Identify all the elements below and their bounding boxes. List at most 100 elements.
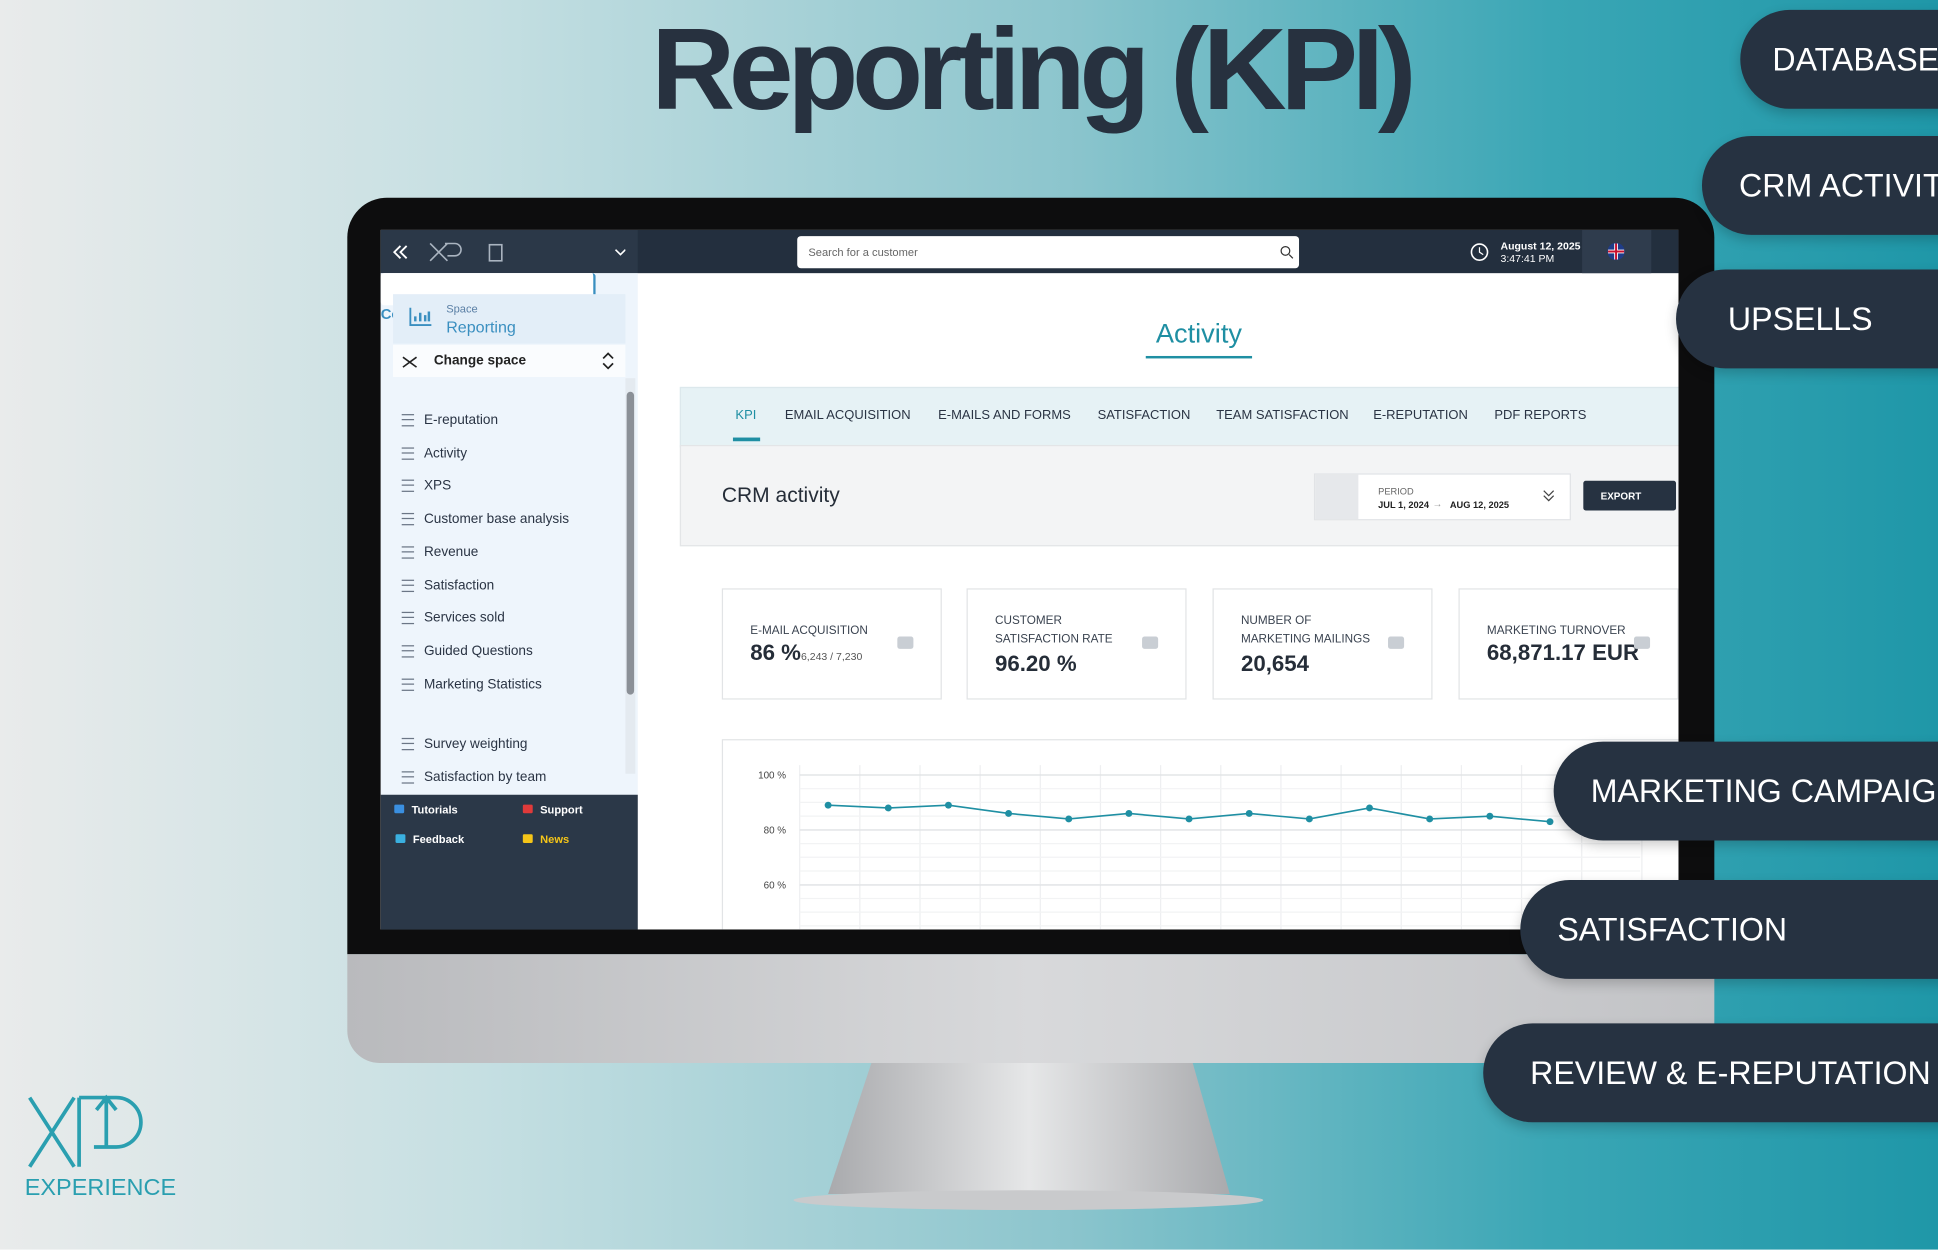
tab[interactable]: E-REPUTATION <box>1373 407 1468 423</box>
menu-item[interactable]: Services sold <box>423 610 505 626</box>
scrollbar-thumb[interactable] <box>626 391 635 695</box>
footer-icon <box>395 834 406 843</box>
kpi-icon <box>1388 636 1405 649</box>
menu-item[interactable]: Marketing Statistics <box>423 676 542 692</box>
menu-item[interactable]: E-reputation <box>423 412 499 428</box>
data-point <box>1185 815 1193 823</box>
footer-link[interactable]: Feedback <box>412 833 465 846</box>
language[interactable] <box>1582 229 1652 274</box>
menu-icon <box>401 678 415 691</box>
footer-icon <box>522 834 533 843</box>
feature-pill[interactable]: DATABASE <box>1740 9 1938 109</box>
tab[interactable]: SATISFACTION <box>1097 407 1191 423</box>
monitor-chin <box>347 954 1715 1063</box>
menu-item[interactable]: Activity <box>423 445 468 461</box>
flag <box>1607 242 1625 261</box>
page-title: Reporting (KPI) <box>651 3 1416 134</box>
export-button[interactable]: EXPORT <box>1583 480 1677 511</box>
search-icon <box>1280 245 1294 259</box>
y-tick-label: 100 % <box>758 771 786 782</box>
period-picker[interactable]: PERIOD JUL 1, 2024 → AUG 12, 2025 <box>1313 473 1571 521</box>
period-label: PERIOD <box>1378 485 1414 497</box>
period-end: AUG 12, 2025 <box>1449 499 1510 511</box>
kpi-card: NUMBER OF MARKETING MAILINGS 20,654 <box>1212 588 1433 700</box>
search-box[interactable]: Search for a customer <box>797 236 1300 269</box>
kpi-card: CUSTOMER SATISFACTION RATE 96.20 % <box>966 588 1187 700</box>
line-chart: 100 % 80 % 60 % <box>758 765 1643 930</box>
menu-item[interactable]: Survey weighting <box>423 737 528 752</box>
menu-item[interactable]: Guided Questions <box>423 643 533 659</box>
menu-icon <box>401 447 415 460</box>
menu-item[interactable]: XPS <box>423 478 452 494</box>
period-arrow: → <box>1432 498 1443 510</box>
menu-icon <box>401 645 415 658</box>
brand-logo <box>28 1094 143 1168</box>
header-icons <box>392 242 626 262</box>
kpi-value: 68,871.17 EUR <box>1486 640 1640 665</box>
menu-item[interactable]: Revenue <box>423 544 479 560</box>
space-card <box>393 294 626 344</box>
app-screen: Search for a customer August 12, 2025 3:… <box>380 229 1679 930</box>
menu-icon <box>401 771 415 784</box>
menu-icon <box>401 612 415 625</box>
data-point <box>824 801 832 809</box>
footer-link[interactable]: News <box>540 833 570 846</box>
search-placeholder: Search for a customer <box>808 245 918 259</box>
kpi-icon <box>1633 636 1651 649</box>
data-point <box>1366 804 1373 812</box>
calendar-icon <box>1315 474 1359 520</box>
y-tick-label: 60 % <box>764 881 787 892</box>
kpi-value: 86 %6,243 / 7,230 <box>750 640 863 665</box>
menu-icon <box>401 738 415 751</box>
space-icon <box>409 307 432 326</box>
kpi-value: 20,654 <box>1240 651 1310 677</box>
data-point <box>1426 815 1434 823</box>
shuffle-icon <box>402 356 418 368</box>
data-point <box>1546 818 1554 826</box>
kpi-sub: 6,243 / 7,230 <box>800 650 863 663</box>
time: 3:47:41 PM <box>1500 252 1555 265</box>
kpi-icon <box>1142 636 1159 649</box>
tab[interactable]: PDF REPORTS <box>1494 407 1587 423</box>
tab[interactable]: EMAIL ACQUISITION <box>784 407 911 423</box>
feature-pill[interactable]: REVIEW & E-REPUTATION <box>1483 1023 1938 1123</box>
kpi-label: CUSTOMER SATISFACTION RATE <box>994 614 1113 647</box>
change-space-label: Change space <box>433 353 527 369</box>
menu-item[interactable]: Satisfaction <box>423 577 495 593</box>
heading-underline <box>1145 355 1253 359</box>
updown-icon <box>602 352 614 370</box>
tab-bar <box>679 386 1679 448</box>
period-start: JUL 1, 2024 <box>1378 499 1429 511</box>
feature-pill[interactable]: SATISFACTION <box>1520 880 1938 979</box>
tab[interactable]: TEAM SATISFACTION <box>1216 407 1349 423</box>
tab[interactable]: KPI <box>735 407 757 423</box>
menu-icon <box>401 480 415 493</box>
feature-pill[interactable]: CRM ACTIVITY <box>1701 135 1938 235</box>
kpi-label: MARKETING TURNOVER <box>1486 624 1626 638</box>
data-point <box>944 801 952 809</box>
monitor-stand <box>793 1062 1264 1211</box>
tab[interactable]: E-MAILS AND FORMS <box>938 407 1071 423</box>
menu-icon <box>401 414 415 427</box>
kpi-label: NUMBER OF MARKETING MAILINGS <box>1240 614 1371 647</box>
clock-icon <box>1470 243 1489 261</box>
change-space[interactable]: Change space <box>393 344 626 377</box>
date: August 12, 2025 <box>1500 239 1581 253</box>
sidebar-footer <box>380 794 638 930</box>
menu-icon <box>401 546 415 559</box>
export-label: EXPORT <box>1600 490 1642 502</box>
menu-item[interactable]: Satisfaction by team <box>423 770 547 785</box>
footer-link[interactable]: Support <box>540 803 583 816</box>
kpi-icon <box>897 636 914 649</box>
footer-link[interactable]: Tutorials <box>411 803 458 816</box>
section-title: CRM activity <box>721 483 840 507</box>
menu-item[interactable]: Customer base analysis <box>423 511 570 527</box>
data-point <box>1245 810 1253 817</box>
chevron-icon <box>1543 490 1555 502</box>
feature-pill[interactable]: UPSELLS <box>1676 269 1938 369</box>
brand-name: EXPERIENCE <box>24 1175 177 1202</box>
feature-pill[interactable]: MARKETING CAMPAIGNS <box>1553 741 1938 841</box>
kpi-label: E-MAIL ACQUISITION <box>750 624 868 638</box>
